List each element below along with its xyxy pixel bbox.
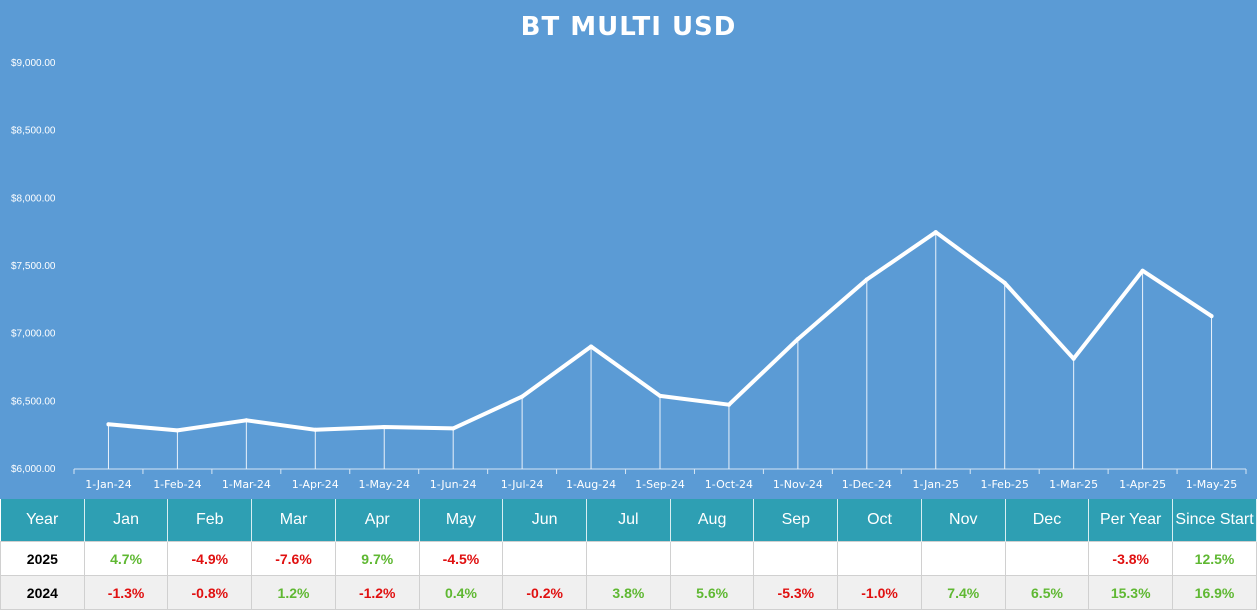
data-point: [1209, 314, 1214, 319]
y-tick-label: $6,000.00: [11, 464, 56, 475]
return-cell: -7.6%: [251, 541, 336, 576]
data-point: [726, 402, 731, 407]
column-header: Mar: [251, 499, 336, 542]
return-cell: 6.5%: [1004, 575, 1090, 610]
return-cell: 7.4%: [920, 575, 1006, 610]
return-cell: 1.2%: [251, 575, 336, 610]
column-header: May: [419, 499, 504, 542]
data-point: [1071, 356, 1076, 361]
return-cell: 12.5%: [1172, 541, 1257, 576]
return-cell: [753, 541, 839, 576]
table-header-row: Year Jan Feb Mar Apr May Jun Jul Aug Sep Oct Nov Dec…: [0, 499, 1257, 542]
y-tick-label: $7,000.00: [11, 329, 56, 340]
y-tick-label: $9,000.00: [11, 58, 56, 69]
return-cell: 4.7%: [83, 541, 169, 576]
x-tick-label: 1-Apr-24: [292, 478, 339, 491]
return-cell: 15.3%: [1088, 575, 1174, 610]
x-tick-label: 1-Dec-24: [842, 478, 892, 491]
data-point: [451, 426, 456, 431]
x-tick-label: 1-May-25: [1186, 478, 1237, 491]
table-row: 2025 4.7% -4.9% -7.6% 9.7% -4.5% -3.8% 12.5%: [0, 541, 1257, 576]
return-cell: [837, 541, 922, 576]
data-point: [589, 344, 594, 349]
column-header: Apr: [335, 499, 420, 542]
table-body: 2025 4.7% -4.9% -7.6% 9.7% -4.5% -3.8% 12.5% 202…: [0, 541, 1257, 610]
return-cell: [920, 541, 1006, 576]
y-tick-label: $8,000.00: [11, 193, 56, 204]
x-tick-label: 1-Mar-24: [222, 478, 271, 491]
data-point: [175, 428, 180, 433]
data-point: [382, 425, 387, 430]
x-tick-label: 1-Jun-24: [430, 478, 477, 491]
column-header: Feb: [167, 499, 253, 542]
return-cell: -5.3%: [753, 575, 839, 610]
data-point: [106, 422, 111, 427]
return-cell: 0.4%: [418, 575, 504, 610]
data-point: [658, 393, 662, 398]
x-tick-label: 1-Mar-25: [1049, 478, 1098, 491]
return-cell: [502, 541, 588, 576]
return-cell: -1.2%: [334, 575, 420, 610]
data-point: [244, 418, 249, 423]
data-point: [313, 427, 318, 432]
table-row: 2024 -1.3% -0.8% 1.2% -1.2% 0.4% -0.2% 3.8% 5.6%…: [0, 575, 1257, 610]
year-cell: 2025: [0, 541, 85, 576]
x-tick-label: 1-Apr-25: [1119, 478, 1166, 491]
x-tick-label: 1-Sep-24: [635, 478, 685, 491]
year-cell: 2024: [0, 575, 85, 610]
returns-table: Year Jan Feb Mar Apr May Jun Jul Aug Sep Oct Nov Dec…: [0, 499, 1257, 610]
x-tick-label: 1-Feb-24: [153, 478, 201, 491]
x-tick-label: 1-Aug-24: [566, 478, 616, 491]
x-tick-label: 1-Oct-24: [705, 478, 753, 491]
data-point: [795, 337, 800, 342]
y-tick-label: $7,500.00: [11, 261, 56, 272]
column-header: Jul: [586, 499, 671, 542]
return-cell: [1004, 541, 1090, 576]
return-cell: -0.8%: [167, 575, 253, 610]
x-tick-label: 1-Jul-24: [501, 478, 544, 491]
return-cell: -1.3%: [83, 575, 169, 610]
return-cell: -0.2%: [502, 575, 588, 610]
return-cell: 9.7%: [334, 541, 420, 576]
data-point: [1140, 268, 1145, 273]
column-header: Dec: [1005, 499, 1090, 542]
column-header: Since Start: [1172, 499, 1257, 542]
return-cell: 3.8%: [586, 575, 671, 610]
return-cell: -1.0%: [837, 575, 922, 610]
data-point: [864, 277, 869, 282]
x-tick-label: 1-Jan-25: [913, 478, 960, 491]
return-cell: -4.9%: [167, 541, 253, 576]
return-cell: [586, 541, 671, 576]
line-chart: $6,000.00 $6,500.00 $7,000.00 $7,500.00 $8,0…: [11, 58, 1247, 491]
column-header: Aug: [670, 499, 755, 542]
return-cell: 5.6%: [669, 575, 755, 610]
data-point: [1002, 280, 1007, 285]
x-tick-label: 1-Nov-24: [773, 478, 823, 491]
y-tick-label: $6,500.00: [11, 396, 56, 407]
data-point: [933, 230, 938, 235]
x-tick-label: 1-May-24: [358, 478, 409, 491]
data-point: [520, 394, 525, 399]
return-cell: -3.8%: [1088, 541, 1174, 576]
return-cell: [669, 541, 755, 576]
column-header: Jan: [84, 499, 169, 542]
x-tick-label: 1-Feb-25: [980, 478, 1028, 491]
column-header: Oct: [837, 499, 922, 542]
column-header: Sep: [753, 499, 839, 542]
x-tick-label: 1-Jan-24: [85, 478, 132, 491]
return-cell: -4.5%: [418, 541, 504, 576]
chart-title: BT MULTI USD: [520, 12, 737, 42]
column-header: Year: [0, 499, 85, 542]
return-cell: 16.9%: [1172, 575, 1257, 610]
column-header: Nov: [921, 499, 1006, 542]
chart-panel: $6,000.00 $6,500.00 $7,000.00 $7,500.00 $8,0…: [0, 0, 1257, 499]
y-tick-label: $8,500.00: [11, 126, 56, 137]
column-header: Per Year: [1088, 499, 1174, 542]
column-header: Jun: [502, 499, 588, 542]
